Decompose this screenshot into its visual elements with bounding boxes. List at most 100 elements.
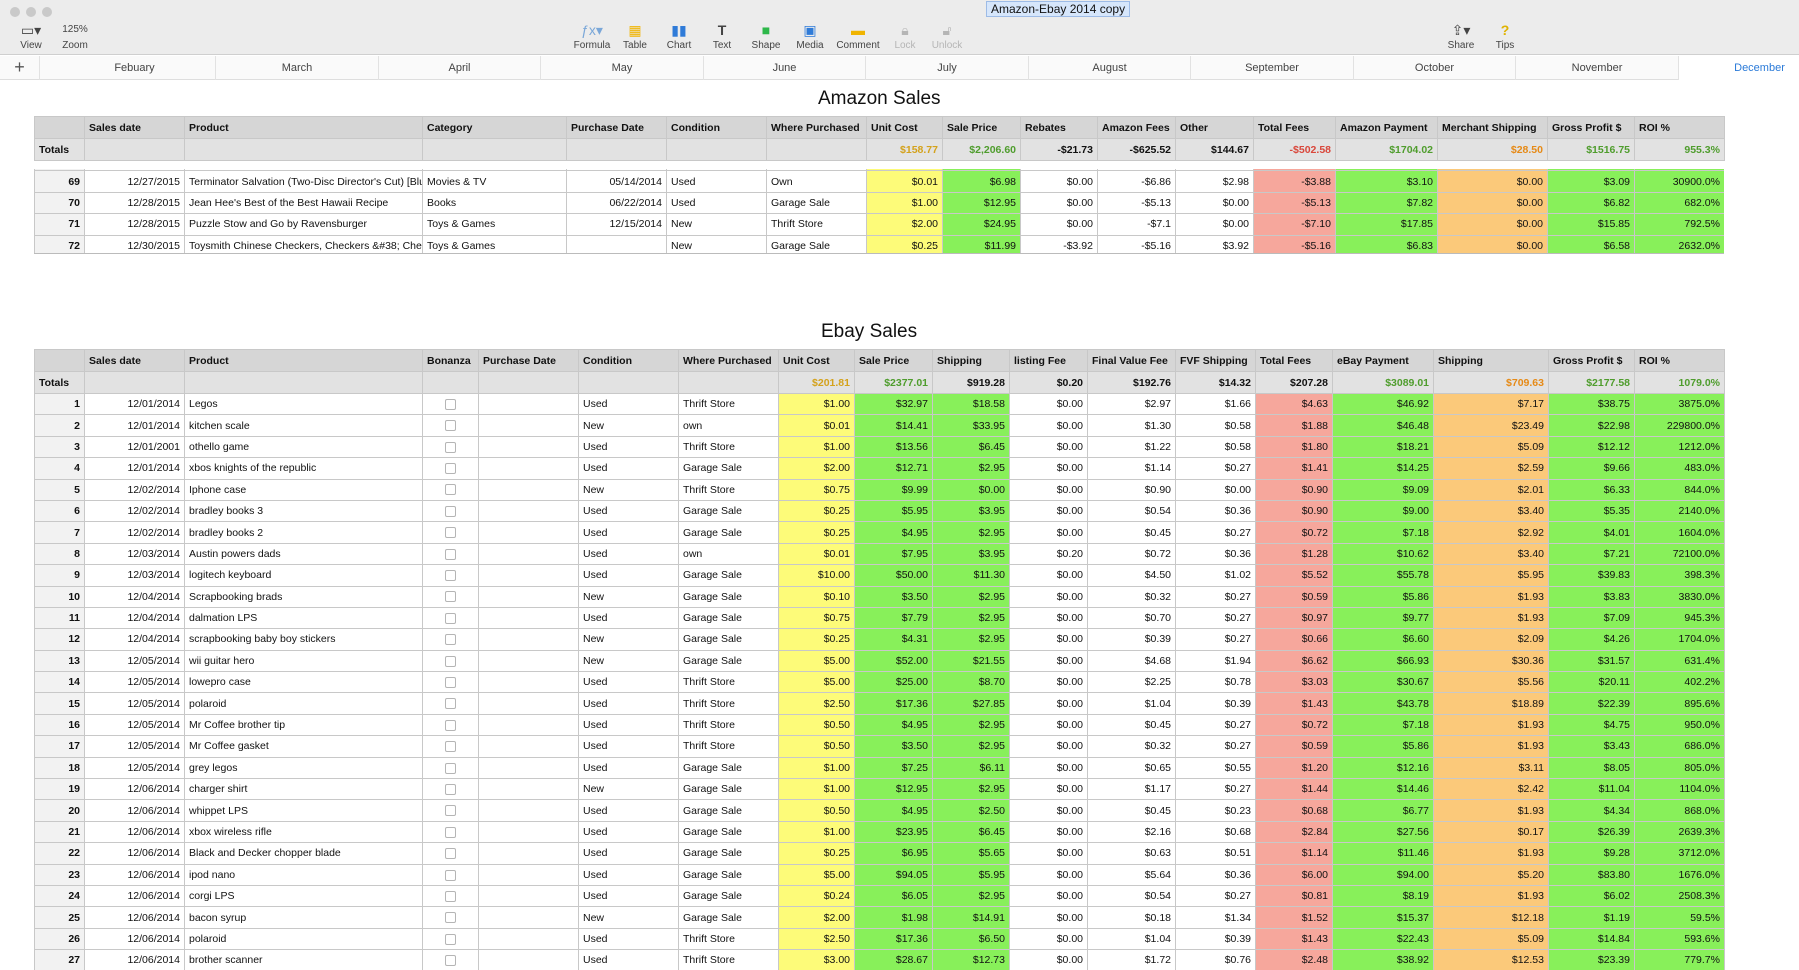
- where-purchased-cell[interactable]: Garage Sale: [678, 778, 779, 801]
- shipping-cell[interactable]: $2.95: [932, 457, 1010, 480]
- roi-cell[interactable]: 779.7%: [1634, 949, 1725, 970]
- listing-fee-cell[interactable]: $0.00: [1009, 671, 1088, 694]
- shipping-cell[interactable]: $8.70: [932, 671, 1010, 694]
- where-purchased-cell[interactable]: Garage Sale: [678, 884, 779, 908]
- shipping-cell[interactable]: $3.95: [932, 499, 1010, 523]
- category-cell[interactable]: Movies & TV: [422, 170, 567, 193]
- ebay-payment-cell[interactable]: $9.09: [1332, 478, 1434, 501]
- sale-price-cell[interactable]: $13.56: [854, 435, 933, 459]
- roi-cell[interactable]: 2140.0%: [1634, 499, 1725, 523]
- purchase-date-cell[interactable]: [478, 478, 579, 501]
- sale-price-cell[interactable]: $52.00: [854, 649, 933, 673]
- product-cell[interactable]: Mr Coffee brother tip: [184, 713, 423, 737]
- unit-cost-cell[interactable]: $0.01: [778, 542, 855, 566]
- sale-price-cell[interactable]: $5.95: [854, 499, 933, 523]
- fvf-shipping-cell[interactable]: $0.27: [1175, 521, 1256, 544]
- sale-price-cell[interactable]: $32.97: [854, 392, 933, 416]
- shipping-cost-cell[interactable]: $1.93: [1433, 842, 1549, 865]
- gross-profit-cell[interactable]: $3.43: [1548, 735, 1635, 758]
- gross-profit-cell[interactable]: $15.85: [1547, 213, 1635, 236]
- bonanza-checkbox[interactable]: [445, 912, 456, 924]
- where-purchased-cell[interactable]: own: [678, 414, 779, 437]
- column-header[interactable]: Unit Cost: [866, 116, 943, 139]
- final-value-fee-cell[interactable]: $1.30: [1087, 414, 1176, 437]
- share-button[interactable]: ⇪▾ Share: [1444, 20, 1478, 51]
- gross-profit-cell[interactable]: $7.21: [1548, 542, 1635, 566]
- product-cell[interactable]: Scrapbooking brads: [184, 585, 423, 608]
- product-cell[interactable]: dalmation LPS: [184, 606, 423, 630]
- purchase-date-cell[interactable]: [478, 435, 579, 459]
- final-value-fee-cell[interactable]: $0.63: [1087, 842, 1176, 865]
- gross-profit-cell[interactable]: $6.02: [1548, 884, 1635, 908]
- sale-price-cell[interactable]: $6.98: [942, 170, 1021, 193]
- column-header[interactable]: Gross Profit $: [1548, 349, 1635, 372]
- sheet-tab-febuary[interactable]: Febuary: [54, 56, 216, 80]
- unit-cost-cell[interactable]: $0.01: [778, 414, 855, 437]
- unit-cost-cell[interactable]: $0.25: [778, 628, 855, 651]
- condition-cell[interactable]: Used: [578, 499, 679, 523]
- gross-profit-cell[interactable]: $20.11: [1548, 671, 1635, 694]
- listing-fee-cell[interactable]: $0.00: [1009, 735, 1088, 758]
- product-cell[interactable]: othello game: [184, 435, 423, 459]
- fvf-shipping-cell[interactable]: $0.27: [1175, 735, 1256, 758]
- final-value-fee-cell[interactable]: $1.04: [1087, 927, 1176, 951]
- totals-cell[interactable]: [666, 138, 767, 161]
- condition-cell[interactable]: Used: [578, 713, 679, 737]
- final-value-fee-cell[interactable]: $0.18: [1087, 906, 1176, 929]
- condition-cell[interactable]: New: [578, 906, 679, 929]
- shipping-cost-cell[interactable]: $3.40: [1433, 499, 1549, 523]
- row-number[interactable]: 69: [34, 170, 85, 193]
- product-cell[interactable]: ipod nano: [184, 863, 423, 886]
- totals-cell[interactable]: $158.77: [866, 138, 943, 161]
- purchase-date-cell[interactable]: [478, 649, 579, 673]
- column-header[interactable]: Total Fees: [1253, 116, 1336, 139]
- row-number[interactable]: 20: [34, 799, 85, 822]
- unit-cost-cell[interactable]: $0.10: [778, 585, 855, 608]
- listing-fee-cell[interactable]: $0.00: [1009, 392, 1088, 416]
- row-number[interactable]: 22: [34, 842, 85, 865]
- where-purchased-cell[interactable]: Garage Sale: [678, 606, 779, 630]
- final-value-fee-cell[interactable]: $1.04: [1087, 692, 1176, 715]
- total-fees-cell[interactable]: $0.72: [1255, 713, 1333, 737]
- total-fees-cell[interactable]: $3.03: [1255, 671, 1333, 694]
- condition-cell[interactable]: Used: [578, 435, 679, 459]
- bonanza-checkbox[interactable]: [445, 955, 456, 967]
- sale-price-cell[interactable]: $7.95: [854, 542, 933, 566]
- sheet-tab-march[interactable]: March: [217, 56, 379, 80]
- roi-cell[interactable]: 1604.0%: [1634, 521, 1725, 544]
- totals-cell[interactable]: [422, 138, 567, 161]
- tips-button[interactable]: ? Tips: [1490, 20, 1520, 51]
- total-fees-cell[interactable]: $1.28: [1255, 542, 1333, 566]
- shipping-cost-cell[interactable]: $2.01: [1433, 478, 1549, 501]
- condition-cell[interactable]: Used: [578, 564, 679, 587]
- bonanza-cell[interactable]: [422, 949, 479, 970]
- where-purchased-cell[interactable]: Garage Sale: [678, 756, 779, 780]
- sale-price-cell[interactable]: $14.41: [854, 414, 933, 437]
- purchase-date-cell[interactable]: [478, 499, 579, 523]
- column-header[interactable]: Amazon Payment: [1335, 116, 1438, 139]
- totals-cell[interactable]: $201.81: [778, 371, 855, 394]
- category-cell[interactable]: Toys & Games: [422, 234, 567, 253]
- product-cell[interactable]: Black and Decker chopper blade: [184, 842, 423, 865]
- condition-cell[interactable]: Used: [578, 949, 679, 970]
- row-number[interactable]: 25: [34, 906, 85, 929]
- listing-fee-cell[interactable]: $0.00: [1009, 457, 1088, 480]
- column-header[interactable]: Sale Price: [854, 349, 933, 372]
- totals-cell[interactable]: [578, 371, 679, 394]
- bonanza-cell[interactable]: [422, 478, 479, 501]
- totals-cell[interactable]: 1079.0%: [1634, 371, 1725, 394]
- bonanza-checkbox[interactable]: [445, 783, 456, 795]
- purchase-date-cell[interactable]: 06/22/2014: [566, 191, 667, 215]
- condition-cell[interactable]: New: [578, 478, 679, 501]
- column-header[interactable]: [34, 349, 85, 372]
- gross-profit-cell[interactable]: $6.82: [1547, 191, 1635, 215]
- where-purchased-cell[interactable]: Thrift Store: [678, 478, 779, 501]
- bonanza-cell[interactable]: [422, 692, 479, 715]
- chart-button[interactable]: ▮▮ Chart: [662, 20, 696, 51]
- listing-fee-cell[interactable]: $0.00: [1009, 906, 1088, 929]
- sale-price-cell[interactable]: $3.50: [854, 735, 933, 758]
- gross-profit-cell[interactable]: $4.26: [1548, 628, 1635, 651]
- totals-cell[interactable]: $1704.02: [1335, 138, 1438, 161]
- condition-cell[interactable]: New: [666, 234, 767, 253]
- rebates-cell[interactable]: $0.00: [1020, 191, 1098, 215]
